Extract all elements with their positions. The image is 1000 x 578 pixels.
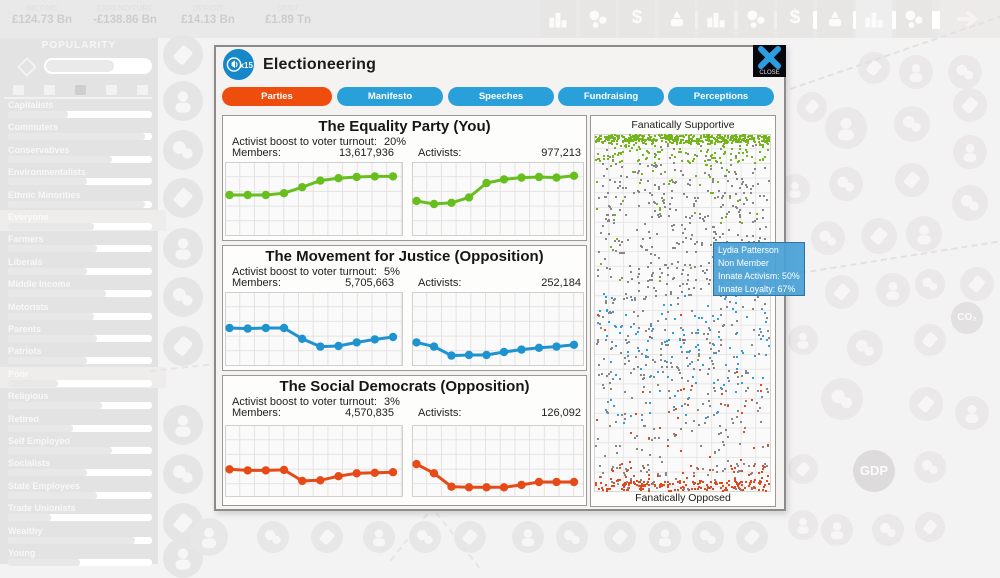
svg-text:CLOSE: CLOSE (759, 70, 779, 76)
svg-text:x15: x15 (240, 61, 254, 70)
